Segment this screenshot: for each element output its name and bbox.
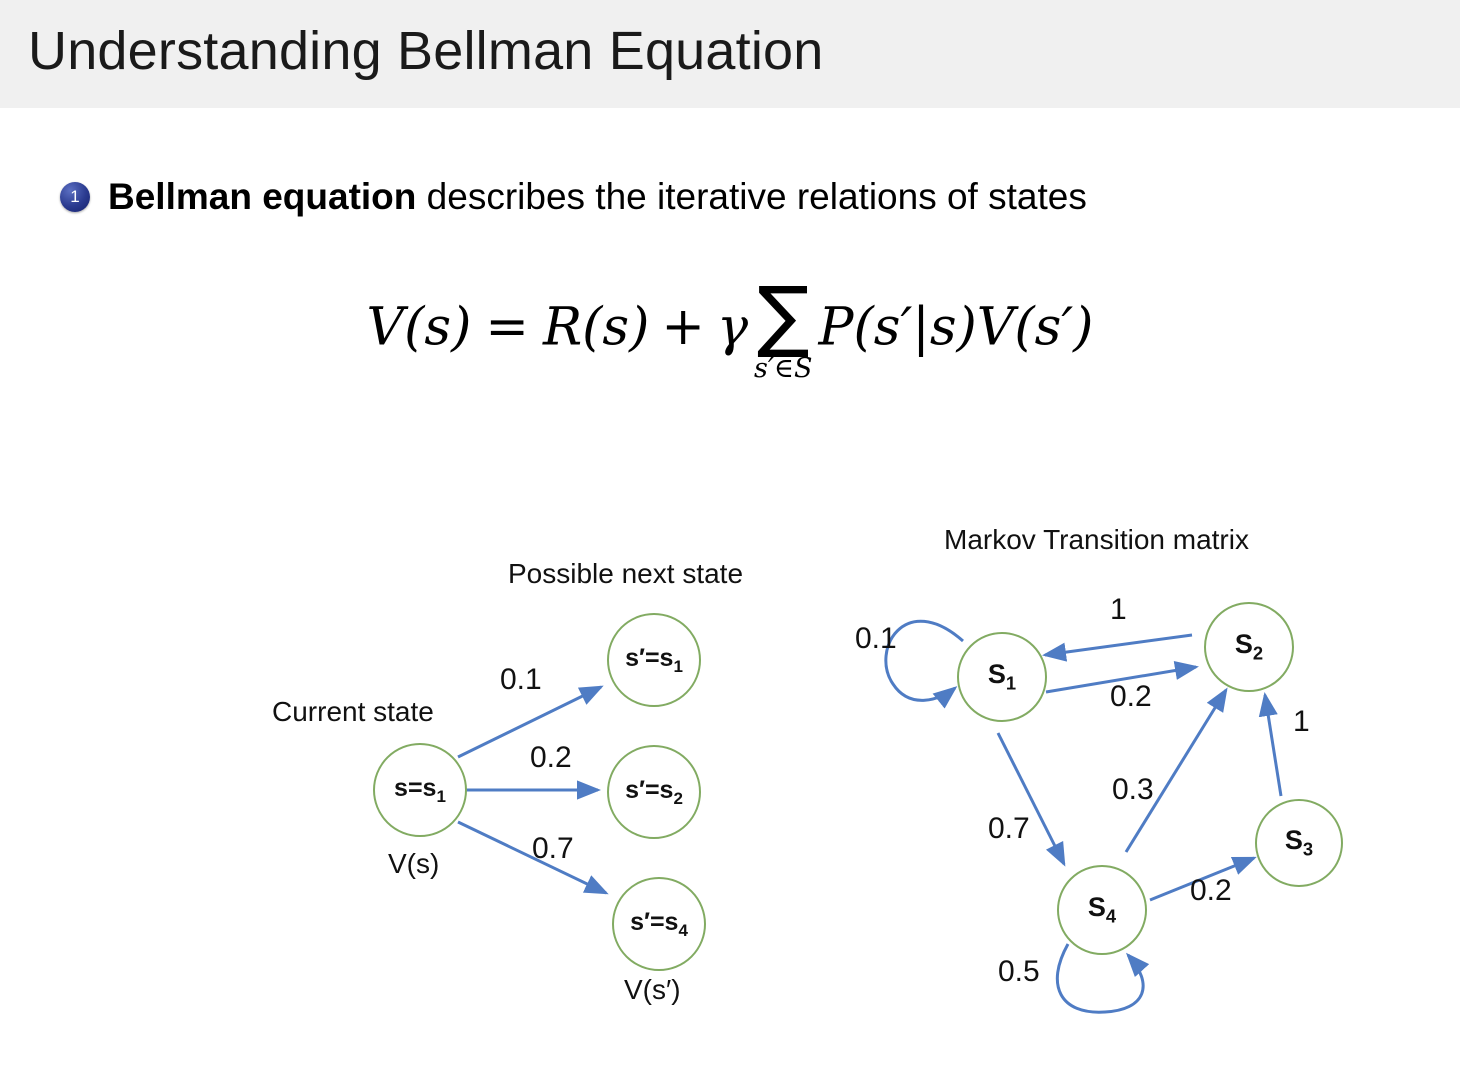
edge-label-0-1: 0.1 bbox=[500, 663, 542, 696]
node-S2-label: S2 bbox=[1234, 629, 1264, 664]
bellman-equation-formula: V(s) = R(s) + γ ∑ s′∈S P(s′|s)V(s′) bbox=[0, 277, 1460, 384]
bullet-text-rest: describes the iterative relations of sta… bbox=[416, 176, 1087, 217]
bullet-row: 1 Bellman equation describes the iterati… bbox=[60, 176, 1087, 218]
slide-header-band bbox=[0, 0, 1460, 108]
edge-label-s1-s2: 0.2 bbox=[1110, 680, 1152, 713]
next-value-function-caption: V(s′) bbox=[624, 974, 681, 1005]
edge-label-s1-self: 0.1 bbox=[855, 622, 897, 655]
bullet-text-bold: Bellman equation bbox=[108, 176, 417, 217]
bullet-number-icon: 1 bbox=[60, 182, 90, 212]
node-current-state-label: s=s1 bbox=[394, 773, 446, 806]
edge-label-s1-s4: 0.7 bbox=[988, 812, 1030, 845]
node-S4-label: S4 bbox=[1087, 892, 1117, 927]
node-next-state-4-label: s′=s4 bbox=[630, 907, 688, 940]
edge-label-s4-s3: 0.2 bbox=[1190, 874, 1232, 907]
edge-s3-to-s2 bbox=[1258, 692, 1283, 797]
node-S1[interactable]: S1 bbox=[957, 632, 1047, 722]
edge-label-0-2: 0.2 bbox=[530, 741, 572, 774]
node-next-state-2-label: s′=s2 bbox=[625, 775, 683, 808]
edge-label-s4-self: 0.5 bbox=[998, 955, 1040, 988]
bullet-text: Bellman equation describes the iterative… bbox=[108, 176, 1087, 218]
node-next-state-1-label: s′=s1 bbox=[625, 643, 683, 676]
formula-p-args: (s′|s) bbox=[853, 297, 977, 358]
value-function-caption: V(s) bbox=[388, 848, 440, 879]
edge-label-s3-s2: 1 bbox=[1293, 705, 1310, 738]
node-S4[interactable]: S4 bbox=[1057, 865, 1147, 955]
formula-equals: = bbox=[485, 297, 529, 358]
edge-s2-to-s1 bbox=[1042, 633, 1193, 662]
node-current-state[interactable]: s=s1 bbox=[373, 743, 467, 837]
node-S3-label: S3 bbox=[1284, 825, 1314, 860]
formula-summation: ∑ s′∈S bbox=[754, 271, 813, 384]
node-S3[interactable]: S3 bbox=[1255, 799, 1343, 887]
current-state-caption: Current state bbox=[272, 696, 434, 727]
left-diagram-title: Possible next state bbox=[508, 558, 744, 589]
node-S2[interactable]: S2 bbox=[1204, 602, 1294, 692]
right-diagram-title: Markov Transition matrix bbox=[944, 524, 1249, 555]
self-loop-s1 bbox=[884, 619, 964, 709]
formula-p: P bbox=[818, 297, 854, 358]
edge-label-s2-s1: 1 bbox=[1110, 593, 1127, 626]
formula-v-rhs-args: (s′) bbox=[1014, 297, 1094, 358]
formula-r-args: (s) bbox=[582, 297, 650, 358]
edge-s4-to-s2 bbox=[1124, 687, 1228, 853]
node-S1-label: S1 bbox=[987, 659, 1017, 694]
formula-v-rhs: V bbox=[976, 297, 1015, 358]
formula-plus: + bbox=[661, 297, 705, 358]
formula-gamma: γ bbox=[716, 297, 749, 358]
formula-r: R bbox=[542, 297, 583, 358]
edge-label-0-7: 0.7 bbox=[532, 832, 574, 865]
formula-sigma-subscript: s′∈S bbox=[754, 352, 813, 384]
page-title: Understanding Bellman Equation bbox=[28, 21, 824, 81]
node-next-state-1[interactable]: s′=s1 bbox=[607, 613, 701, 707]
sigma-icon: ∑ bbox=[756, 271, 810, 361]
formula-v-lhs: V bbox=[366, 297, 405, 358]
edge-label-s4-s2: 0.3 bbox=[1112, 773, 1154, 806]
node-next-state-2[interactable]: s′=s2 bbox=[607, 745, 701, 839]
formula-v-lhs-args: (s) bbox=[404, 297, 472, 358]
node-next-state-4[interactable]: s′=s4 bbox=[612, 877, 706, 971]
